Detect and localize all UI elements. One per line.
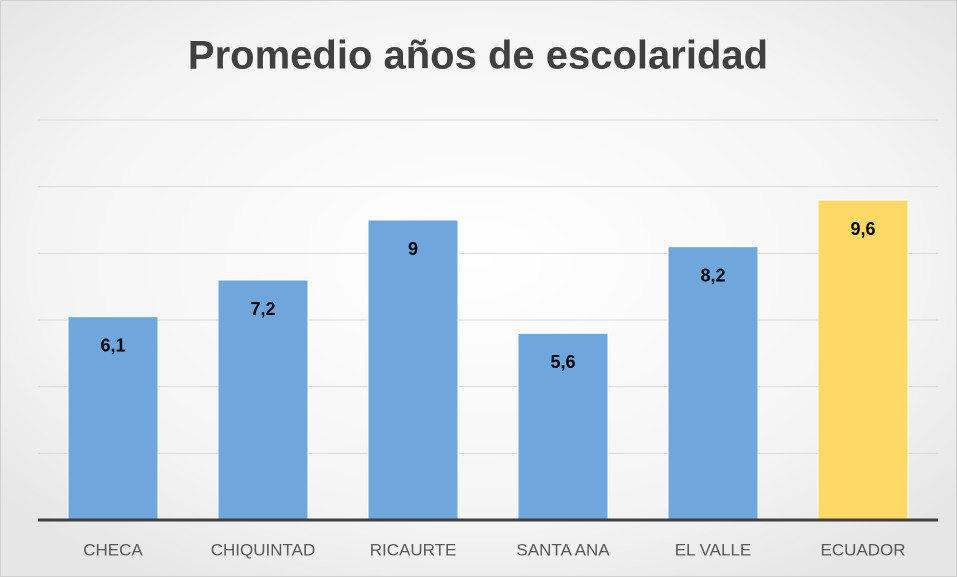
x-tick-label: RICAURTE bbox=[370, 540, 457, 559]
value-label: 5,6 bbox=[550, 352, 575, 372]
bar bbox=[517, 332, 609, 521]
chart-title: Promedio años de escolaridad bbox=[188, 34, 768, 78]
value-label: 9 bbox=[408, 239, 418, 259]
bar bbox=[67, 316, 159, 521]
value-label: 9,6 bbox=[850, 219, 875, 239]
x-tick-label: ECUADOR bbox=[820, 540, 905, 559]
x-tick-label: SANTA ANA bbox=[516, 540, 610, 559]
value-label: 6,1 bbox=[100, 335, 125, 355]
x-tick-label: CHIQUINTAD bbox=[211, 540, 316, 559]
bar bbox=[817, 199, 909, 521]
bar bbox=[367, 219, 459, 521]
value-label: 8,2 bbox=[700, 265, 725, 285]
x-tick-label: CHECA bbox=[83, 540, 143, 559]
bar bbox=[667, 246, 759, 521]
x-tick-label: EL VALLE bbox=[675, 540, 752, 559]
value-label: 7,2 bbox=[250, 299, 275, 319]
bar bbox=[217, 279, 309, 521]
